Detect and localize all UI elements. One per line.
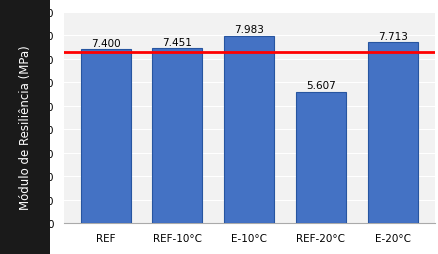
- Text: 7.713: 7.713: [377, 31, 406, 41]
- Bar: [367, 43, 417, 224]
- Text: 7.983: 7.983: [233, 25, 264, 35]
- Text: Módulo de Resiliência (MPa): Módulo de Resiliência (MPa): [19, 45, 32, 209]
- Text: 5.607: 5.607: [305, 81, 335, 91]
- Bar: [152, 49, 202, 224]
- Bar: [80, 50, 131, 224]
- Bar: [223, 37, 274, 224]
- Text: 7.400: 7.400: [91, 39, 120, 49]
- Text: 7.451: 7.451: [162, 38, 192, 47]
- Bar: [295, 92, 345, 224]
